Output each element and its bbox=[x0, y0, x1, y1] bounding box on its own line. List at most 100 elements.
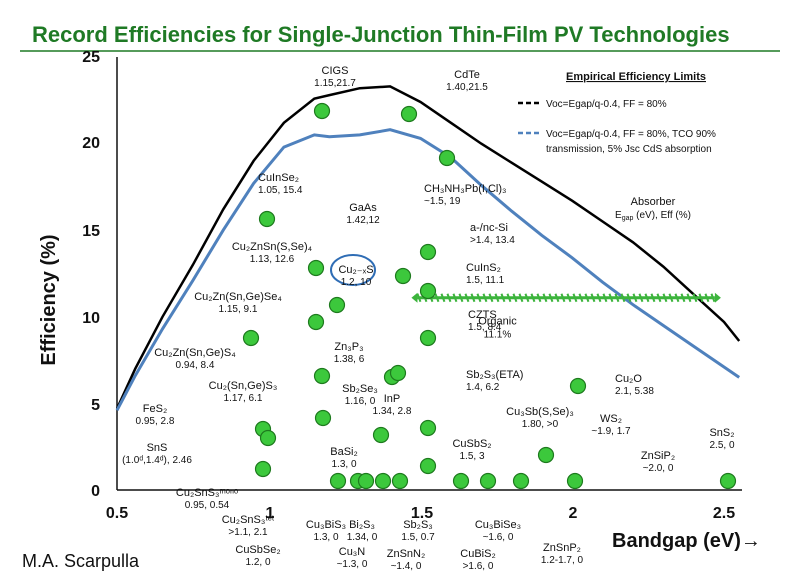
organic-hatch bbox=[440, 293, 446, 303]
legend-title: Empirical Efficiency Limits bbox=[566, 71, 706, 83]
highlight-ellipse bbox=[330, 254, 376, 286]
point-label-value: 2.5, 0 bbox=[709, 440, 734, 451]
point-label-value: 1.40,21.5 bbox=[446, 82, 488, 93]
organic-hatch bbox=[656, 293, 662, 303]
organic-eff-label: 11.1% bbox=[484, 330, 512, 341]
point-label: Bi₂S₃ bbox=[349, 519, 375, 531]
data-point bbox=[438, 149, 456, 167]
data-point bbox=[394, 267, 412, 285]
y-tick-label: 0 bbox=[91, 483, 100, 500]
organic-hatch bbox=[536, 293, 542, 303]
data-point bbox=[479, 472, 497, 490]
legend-entry-blue-line2: transmission, 5% Jsc CdS absorption bbox=[546, 144, 712, 155]
point-label: CdTe bbox=[454, 69, 480, 81]
data-point bbox=[419, 457, 437, 475]
point-label: Sb₂S₃ bbox=[403, 519, 433, 531]
data-point bbox=[313, 102, 331, 120]
legend-entry-black: Voc=Egap/q-0.4, FF = 80% bbox=[546, 99, 667, 110]
data-point bbox=[313, 367, 331, 385]
organic-series: Organic 11.1% bbox=[411, 292, 721, 341]
point-label: Cu₃BiSe₃ bbox=[475, 519, 521, 531]
blue-limit-curve bbox=[115, 128, 741, 411]
point-label: CH₃NH₃Pb(I,Cl)₃ bbox=[424, 183, 507, 195]
y-axis-label: Efficiency (%) bbox=[38, 234, 60, 365]
data-point bbox=[391, 472, 409, 490]
x-tick-label: 2 bbox=[569, 505, 578, 522]
data-points bbox=[242, 102, 737, 490]
organic-hatch bbox=[530, 293, 536, 303]
x-tick-label: 1 bbox=[266, 505, 275, 522]
data-point bbox=[329, 472, 347, 490]
point-label-value: 1.80, >0 bbox=[522, 419, 559, 430]
point-label: Cu₃N bbox=[339, 546, 366, 558]
organic-hatch bbox=[608, 293, 614, 303]
x-tick-labels: 0.5 1 1.5 2 2.5 bbox=[106, 505, 735, 522]
organic-hatch bbox=[506, 293, 512, 303]
axes bbox=[116, 57, 742, 491]
point-label-value: 0.95, 2.8 bbox=[136, 416, 175, 427]
organic-hatch bbox=[518, 293, 524, 303]
organic-hatch bbox=[566, 293, 572, 303]
organic-hatch bbox=[668, 293, 674, 303]
author-credit: M.A. Scarpulla bbox=[22, 551, 140, 571]
data-point bbox=[307, 313, 325, 331]
data-point bbox=[569, 377, 587, 395]
point-label-value: 1.05, 15.4 bbox=[258, 185, 303, 196]
organic-hatch bbox=[650, 293, 656, 303]
organic-hatch bbox=[488, 293, 494, 303]
organic-hatch bbox=[638, 293, 644, 303]
point-label-value: 2.1, 5.38 bbox=[615, 386, 654, 397]
point-label: ZnSiP₂ bbox=[641, 450, 675, 462]
organic-hatch bbox=[416, 293, 422, 303]
point-label-value: 1.5, 11.1 bbox=[466, 275, 505, 286]
organic-arrow-left bbox=[411, 292, 418, 303]
organic-hatch bbox=[524, 293, 530, 303]
point-label: Sb₂Se₃ bbox=[342, 383, 378, 395]
point-label: ZnSnP₂ bbox=[543, 542, 581, 554]
point-label: CuBiS₂ bbox=[460, 548, 495, 560]
x-tick-label: 2.5 bbox=[713, 505, 735, 522]
organic-hatch bbox=[542, 293, 548, 303]
point-label-value: >1.6, 0 bbox=[463, 561, 494, 572]
point-label: Zn₃P₃ bbox=[334, 341, 363, 353]
point-label-value: ~1.4, 0 bbox=[391, 561, 422, 572]
organic-hatch bbox=[584, 293, 590, 303]
point-label-value: 1.15,21.7 bbox=[314, 78, 356, 89]
point-label: SnS₂ bbox=[709, 427, 734, 439]
point-label: Cu₂Zn(Sn,Ge)Se₄ bbox=[194, 291, 282, 303]
point-label-value: 1.34, 0 bbox=[347, 532, 378, 543]
x-tick-label: 1.5 bbox=[411, 505, 433, 522]
organic-hatch bbox=[470, 293, 476, 303]
organic-hatch bbox=[620, 293, 626, 303]
data-point bbox=[372, 426, 390, 444]
absorber-key-line1: Absorber bbox=[631, 196, 676, 208]
data-point bbox=[259, 429, 277, 447]
absorber-key: Absorber Egap (eV), Eff (%) bbox=[615, 196, 691, 222]
organic-hatch bbox=[662, 293, 668, 303]
data-point bbox=[512, 472, 530, 490]
point-label-value: 1.38, 6 bbox=[334, 354, 365, 365]
organic-hatch bbox=[686, 293, 692, 303]
point-label-value: ~1.6, 0 bbox=[483, 532, 514, 543]
organic-hatch bbox=[482, 293, 488, 303]
point-label-value: ~2.0, 0 bbox=[643, 463, 674, 474]
organic-hatch bbox=[590, 293, 596, 303]
data-point bbox=[307, 259, 325, 277]
point-label: BaSi₂ bbox=[330, 446, 358, 458]
point-label: Cu₂SnS₃ᵐᵒⁿᵒ bbox=[176, 487, 238, 499]
point-label-value: 1.3, 0 bbox=[331, 459, 356, 470]
organic-hatch bbox=[560, 293, 566, 303]
data-point bbox=[419, 243, 437, 261]
point-label: Cu₂SnS₃ᵗᵉᵗ bbox=[222, 514, 275, 526]
point-label: CuSbS₂ bbox=[452, 438, 491, 450]
point-label: CuSbSe₂ bbox=[235, 544, 280, 556]
organic-hatch bbox=[644, 293, 650, 303]
data-point bbox=[374, 472, 392, 490]
point-label: CuInS₂ bbox=[466, 262, 501, 274]
absorber-key-line2: Egap (eV), Eff (%) bbox=[615, 210, 691, 222]
organic-hatch bbox=[476, 293, 482, 303]
data-point bbox=[419, 419, 437, 437]
point-label-value: 0.95, 0.54 bbox=[185, 500, 230, 511]
